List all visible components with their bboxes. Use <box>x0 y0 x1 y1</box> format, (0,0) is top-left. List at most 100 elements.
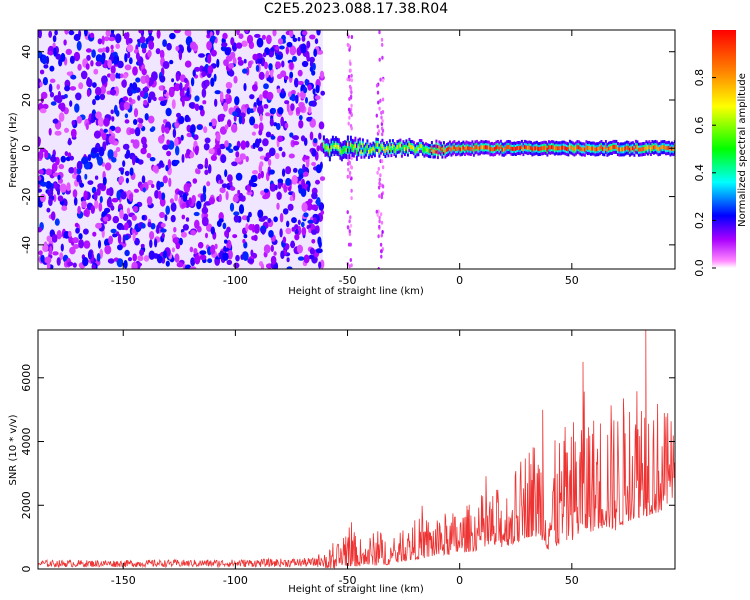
heatmap-cell <box>65 156 71 162</box>
heatmap-cell <box>270 69 274 78</box>
heatmap-cell <box>169 198 174 204</box>
heatmap-cell <box>92 147 98 154</box>
heatmap-cell <box>194 95 200 102</box>
snr-x-axis-label: Height of straight line (km) <box>288 584 424 595</box>
heatmap-cell <box>83 240 91 249</box>
heatmap-cell <box>102 47 106 53</box>
heatmap-cell <box>124 53 128 63</box>
heatmap-cell <box>250 249 254 257</box>
heatmap-cell <box>141 68 147 76</box>
heatmap-cell <box>113 150 118 158</box>
heatmap-cell <box>350 188 353 193</box>
heatmap-cell <box>634 144 637 149</box>
heatmap-cell <box>337 145 340 150</box>
heatmap-cell <box>228 63 235 69</box>
heatmap-cell <box>162 144 169 151</box>
spectrogram-x-axis-label: Height of straight line (km) <box>288 286 424 297</box>
heatmap-cell <box>191 194 196 204</box>
heatmap-cell <box>138 30 143 34</box>
heatmap-cell <box>196 124 203 130</box>
heatmap-cell <box>56 84 60 90</box>
heatmap-cell <box>288 153 295 159</box>
heatmap-cell <box>290 93 296 102</box>
heatmap-cell <box>82 257 89 267</box>
heatmap-cell <box>316 197 321 207</box>
heatmap-cell <box>258 129 263 136</box>
heatmap-cell <box>313 217 317 224</box>
heatmap-cell <box>317 236 322 246</box>
heatmap-cell <box>218 143 226 150</box>
heatmap-cell <box>108 135 116 145</box>
heatmap-cell <box>53 47 57 57</box>
heatmap-cell <box>190 229 197 236</box>
heatmap-cell <box>85 63 90 70</box>
heatmap-cell <box>568 144 571 149</box>
heatmap-cell <box>352 146 355 151</box>
heatmap-cell <box>128 97 133 103</box>
y-tick-label: 0 <box>20 145 33 152</box>
heatmap-cell <box>132 66 138 76</box>
heatmap-cell <box>272 30 277 37</box>
heatmap-cell <box>229 180 233 187</box>
heatmap-cell <box>281 60 285 68</box>
heatmap-cell <box>390 148 393 153</box>
heatmap-cell <box>631 146 634 151</box>
heatmap-cell <box>122 213 129 221</box>
heatmap-cell <box>291 135 299 140</box>
heatmap-cell <box>669 147 672 152</box>
heatmap-cell <box>348 229 351 234</box>
heatmap-cell <box>311 239 316 244</box>
heatmap-cell <box>49 78 56 84</box>
heatmap-cell <box>147 179 154 186</box>
heatmap-cell <box>349 61 352 66</box>
heatmap-cell <box>531 147 534 152</box>
heatmap-cell <box>334 143 337 148</box>
heatmap-cell <box>159 197 166 207</box>
heatmap-cell <box>68 137 72 146</box>
heatmap-cell <box>303 86 308 94</box>
heatmap-cell <box>90 113 95 124</box>
heatmap-cell <box>289 71 294 79</box>
heatmap-cell <box>347 121 350 126</box>
heatmap-cell <box>276 73 283 80</box>
heatmap-cell <box>311 70 316 76</box>
heatmap-cell <box>243 58 247 64</box>
heatmap-cell <box>133 188 139 193</box>
heatmap-cell <box>284 75 289 80</box>
heatmap-cell <box>297 80 304 86</box>
heatmap-cell <box>369 147 372 152</box>
heatmap-cell <box>292 141 300 146</box>
heatmap-cell <box>286 266 293 269</box>
heatmap-cell <box>300 135 306 142</box>
heatmap-cell <box>206 41 213 51</box>
heatmap-cell <box>245 30 249 34</box>
heatmap-cell <box>350 156 353 161</box>
heatmap-cell <box>613 144 616 149</box>
heatmap-cell <box>105 30 111 37</box>
heatmap-cell <box>269 118 274 127</box>
heatmap-cell <box>269 183 277 192</box>
heatmap-cell <box>165 107 172 117</box>
heatmap-cell <box>182 193 188 202</box>
heatmap-cell <box>267 158 272 166</box>
heatmap-cell <box>454 147 457 152</box>
heatmap-cell <box>68 167 75 174</box>
heatmap-cell <box>375 113 378 118</box>
heatmap-cell <box>262 138 269 147</box>
heatmap-cell <box>303 212 309 218</box>
heatmap-cell <box>140 42 148 50</box>
colorbar-gradient <box>712 30 736 268</box>
heatmap-cell <box>39 69 45 75</box>
heatmap-cell <box>165 260 170 267</box>
heatmap-cell <box>122 96 129 102</box>
heatmap-cell <box>281 151 286 158</box>
heatmap-cell <box>276 122 281 131</box>
heatmap-cell <box>508 145 511 150</box>
heatmap-cell <box>423 148 426 153</box>
heatmap-cell <box>81 200 87 209</box>
heatmap-cell <box>110 65 116 74</box>
heatmap-cell <box>589 146 592 151</box>
heatmap-cell <box>294 77 299 88</box>
heatmap-cell <box>45 168 53 176</box>
heatmap-cell <box>52 172 60 177</box>
